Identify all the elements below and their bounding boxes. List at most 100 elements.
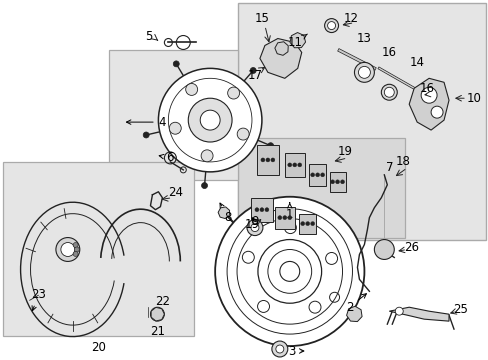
Text: 13: 13 [356, 32, 371, 45]
Text: 17: 17 [247, 69, 262, 82]
Text: 14: 14 [409, 56, 424, 69]
Text: 11: 11 [286, 34, 307, 49]
Circle shape [242, 251, 254, 263]
Circle shape [325, 252, 337, 264]
Circle shape [374, 239, 393, 260]
Circle shape [282, 216, 286, 220]
Circle shape [310, 173, 314, 177]
Text: 22: 22 [155, 295, 169, 308]
Circle shape [320, 173, 324, 177]
Text: 9: 9 [251, 215, 258, 228]
Text: 10: 10 [466, 92, 480, 105]
Polygon shape [274, 42, 287, 55]
Circle shape [279, 261, 299, 282]
Circle shape [305, 222, 309, 226]
Circle shape [257, 239, 321, 303]
Circle shape [292, 163, 296, 167]
Circle shape [215, 197, 364, 346]
Circle shape [358, 66, 369, 78]
Circle shape [394, 307, 403, 315]
Circle shape [354, 62, 374, 82]
Circle shape [315, 173, 319, 177]
Text: 21: 21 [150, 325, 164, 338]
Circle shape [61, 243, 75, 256]
Circle shape [327, 22, 335, 30]
Bar [3, 162, 194, 336]
FancyBboxPatch shape [308, 164, 325, 186]
Circle shape [270, 158, 274, 162]
Polygon shape [289, 32, 305, 48]
Circle shape [143, 132, 149, 138]
Polygon shape [151, 307, 164, 321]
Bar [108, 50, 238, 180]
FancyBboxPatch shape [284, 153, 304, 177]
FancyBboxPatch shape [299, 214, 316, 234]
Circle shape [267, 143, 273, 149]
Text: 26: 26 [403, 241, 418, 254]
Text: 23: 23 [32, 288, 46, 311]
Text: 19: 19 [337, 145, 352, 158]
Circle shape [267, 249, 311, 293]
Circle shape [287, 216, 291, 220]
Text: 19: 19 [244, 218, 259, 231]
Circle shape [250, 224, 259, 231]
Circle shape [257, 301, 269, 312]
Polygon shape [346, 306, 361, 321]
Text: 18: 18 [395, 156, 410, 168]
Circle shape [188, 98, 232, 142]
Circle shape [173, 61, 179, 67]
Circle shape [335, 180, 339, 184]
Polygon shape [218, 207, 229, 219]
Circle shape [275, 345, 283, 353]
FancyBboxPatch shape [329, 172, 345, 192]
Text: 12: 12 [343, 12, 358, 25]
Circle shape [420, 87, 436, 103]
Text: 4: 4 [126, 116, 166, 129]
Text: 5: 5 [144, 30, 152, 43]
Circle shape [277, 216, 281, 220]
Text: 16: 16 [419, 82, 434, 95]
Circle shape [254, 208, 259, 212]
Circle shape [430, 106, 442, 118]
Text: 1: 1 [285, 203, 293, 221]
Circle shape [297, 163, 301, 167]
Circle shape [74, 247, 79, 252]
Circle shape [150, 307, 164, 321]
Circle shape [200, 110, 220, 130]
Circle shape [261, 158, 264, 162]
Circle shape [169, 122, 181, 134]
Bar [238, 138, 405, 238]
FancyBboxPatch shape [250, 198, 272, 222]
Polygon shape [145, 307, 152, 317]
Circle shape [201, 150, 213, 162]
Circle shape [153, 310, 161, 318]
Circle shape [284, 222, 296, 234]
Circle shape [201, 183, 207, 189]
Circle shape [265, 158, 269, 162]
Polygon shape [408, 78, 448, 130]
Circle shape [381, 84, 396, 100]
Circle shape [324, 19, 338, 32]
Bar [238, 3, 485, 239]
Text: 15: 15 [254, 12, 269, 25]
Text: 2: 2 [345, 294, 366, 314]
Circle shape [384, 87, 393, 97]
Text: 6: 6 [159, 152, 174, 165]
Text: 3: 3 [287, 345, 303, 357]
FancyBboxPatch shape [256, 145, 278, 175]
Circle shape [227, 87, 239, 99]
Text: 25: 25 [452, 303, 468, 316]
Text: 7: 7 [385, 161, 392, 174]
Text: 8: 8 [220, 203, 231, 224]
Text: 24: 24 [167, 186, 183, 199]
Circle shape [185, 84, 197, 95]
Circle shape [237, 128, 248, 140]
Circle shape [73, 243, 78, 248]
Circle shape [56, 238, 80, 261]
Circle shape [300, 222, 304, 226]
Polygon shape [388, 307, 448, 321]
Text: 20: 20 [91, 341, 106, 354]
Polygon shape [260, 39, 301, 78]
Circle shape [264, 208, 268, 212]
Text: 16: 16 [381, 46, 396, 59]
